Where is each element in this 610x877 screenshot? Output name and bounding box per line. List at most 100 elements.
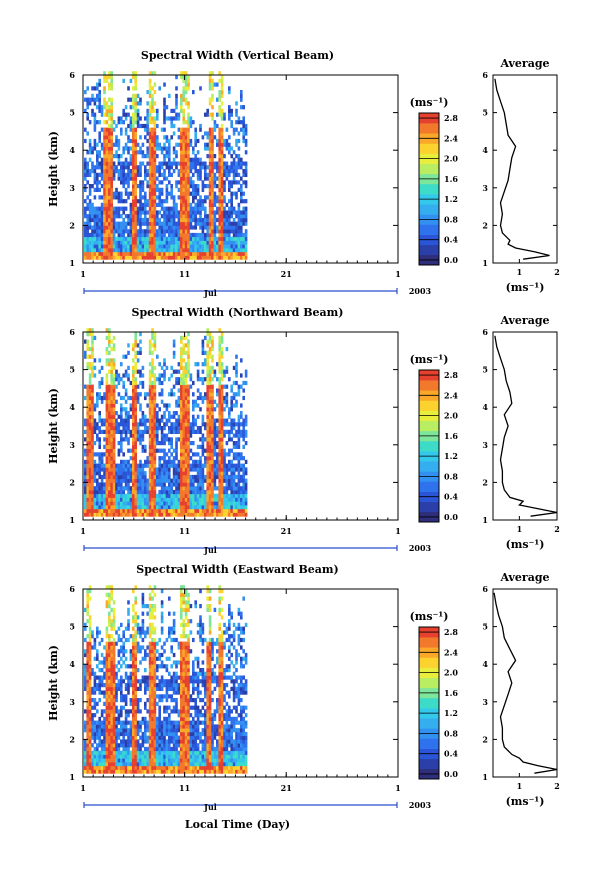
heatmap-cell — [204, 199, 207, 204]
heatmap-cell — [223, 512, 226, 517]
heatmap-cell — [220, 214, 224, 219]
heatmap-cell — [132, 422, 135, 427]
heatmap-cell — [129, 463, 133, 468]
heatmap-cell — [115, 150, 118, 155]
heatmap-cell — [175, 180, 178, 185]
heatmap-cell — [216, 429, 219, 434]
heatmap-cell — [206, 214, 209, 219]
heatmap-cell — [115, 463, 118, 468]
heatmap-cell — [110, 649, 113, 654]
heatmap-cell — [105, 474, 109, 480]
heatmap-cell — [86, 607, 89, 612]
heatmap-cell — [206, 358, 209, 363]
heatmap-cell — [141, 365, 145, 370]
heatmap-cell — [235, 255, 238, 260]
heatmap-cell — [228, 225, 231, 230]
heatmap-cell — [240, 240, 243, 245]
heatmap-cell — [216, 97, 219, 102]
heatmap-cell — [170, 232, 173, 238]
heatmap-cell — [100, 422, 104, 427]
heatmap-cell — [187, 172, 190, 177]
heatmap-cell — [175, 101, 178, 106]
heatmap-cell — [86, 232, 89, 238]
heatmap-cell — [196, 478, 200, 483]
heatmap-cell — [105, 671, 109, 676]
heatmap-cell — [105, 652, 109, 658]
average-profile-line — [494, 78, 550, 260]
heatmap-cell — [208, 365, 212, 370]
heatmap-cell — [189, 467, 193, 472]
heatmap-cell — [228, 116, 231, 121]
heatmap-cell — [86, 169, 89, 174]
heatmap-cell — [230, 180, 233, 185]
heatmap-cell — [141, 437, 145, 442]
heatmap-cell — [170, 123, 173, 129]
heatmap-cell — [120, 508, 123, 513]
heatmap-cell — [110, 187, 113, 192]
heatmap-cell — [115, 418, 118, 423]
heatmap-cell — [184, 146, 188, 151]
heatmap-cell — [88, 641, 92, 646]
heatmap-cell — [86, 493, 89, 498]
heatmap-cell — [199, 206, 202, 211]
heatmap-cell — [100, 206, 104, 211]
heatmap-cell — [112, 709, 116, 714]
heatmap-cell — [172, 501, 176, 506]
heatmap-cell — [84, 664, 87, 669]
heatmap-cell — [216, 210, 219, 215]
heatmap-cell — [151, 161, 154, 166]
heatmap-cell — [117, 236, 121, 241]
heatmap-cell — [163, 433, 166, 438]
heatmap-cell — [184, 489, 188, 495]
heatmap-cell — [189, 214, 193, 219]
heatmap-cell — [180, 161, 183, 166]
heatmap-cell — [223, 169, 226, 174]
heatmap-cell — [117, 120, 121, 125]
heatmap-cell — [156, 448, 159, 453]
heatmap-cell — [192, 429, 195, 434]
heatmap-cell — [180, 493, 183, 498]
heatmap-cell — [182, 142, 185, 147]
heatmap-cell — [141, 373, 145, 378]
heatmap-cell — [225, 142, 229, 147]
heatmap-cell — [103, 112, 106, 117]
heatmap-cell — [88, 660, 92, 665]
heatmap-cell — [98, 429, 101, 434]
heatmap-cell — [98, 690, 101, 695]
heatmap-cell — [242, 444, 245, 449]
heatmap-cell — [132, 240, 135, 245]
heatmap-cell — [170, 365, 173, 370]
heatmap-cell — [108, 675, 111, 680]
heatmap-cell — [84, 746, 87, 752]
heatmap-cell — [196, 512, 200, 517]
heatmap-cell — [112, 750, 116, 755]
heatmap-cell — [156, 108, 159, 113]
heatmap-cell — [177, 369, 181, 374]
heatmap-cell — [86, 589, 89, 594]
heatmap-cell — [91, 232, 94, 238]
heatmap-cell — [105, 403, 109, 408]
heatmap-cell — [134, 467, 137, 472]
heatmap-cell — [218, 343, 221, 348]
heatmap-cell — [98, 187, 101, 192]
heatmap-cell — [105, 422, 109, 427]
heatmap-cell — [201, 135, 205, 140]
heatmap-cell — [199, 478, 202, 483]
heatmap-cell — [132, 426, 135, 431]
heatmap-cell — [218, 335, 221, 340]
heatmap-cell — [194, 240, 197, 245]
heatmap-cell — [199, 501, 202, 506]
heatmap-cell — [194, 244, 197, 249]
heatmap-cell — [165, 508, 169, 513]
heatmap-cell — [144, 414, 147, 419]
heatmap-cell — [158, 426, 161, 431]
heatmap-cell — [93, 452, 97, 457]
heatmap-cell — [160, 505, 164, 510]
heatmap-cell — [100, 399, 104, 404]
heatmap-cell — [122, 255, 125, 260]
heatmap-cell — [134, 362, 137, 367]
heatmap-cell — [86, 414, 89, 419]
heatmap-cell — [165, 497, 169, 502]
heatmap-cell — [105, 142, 109, 147]
heatmap-cell — [160, 456, 164, 461]
